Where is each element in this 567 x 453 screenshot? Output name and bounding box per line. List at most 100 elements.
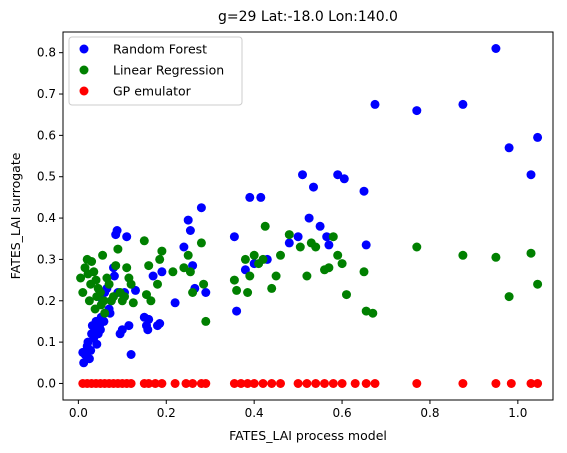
y-tick-label: 0.8 bbox=[37, 46, 56, 60]
point-series-1-62 bbox=[311, 242, 321, 252]
point-series-1-56 bbox=[271, 271, 281, 281]
point-series-1-48 bbox=[240, 254, 250, 264]
point-series-0-67 bbox=[333, 170, 343, 180]
point-series-2-24 bbox=[249, 379, 259, 388]
point-series-1-37 bbox=[157, 246, 167, 256]
point-series-1-35 bbox=[153, 279, 162, 289]
point-series-1-77 bbox=[533, 279, 543, 289]
point-series-0-59 bbox=[284, 238, 294, 248]
point-series-0-44 bbox=[170, 298, 180, 308]
point-series-0-43 bbox=[157, 267, 167, 277]
point-series-2-13 bbox=[144, 379, 154, 388]
point-series-1-46 bbox=[229, 275, 239, 285]
point-series-1-26 bbox=[120, 292, 129, 302]
x-tick-label: 0.8 bbox=[420, 406, 439, 420]
point-series-0-77 bbox=[533, 132, 543, 142]
point-series-1-22 bbox=[111, 261, 121, 271]
point-series-1-34 bbox=[146, 296, 156, 306]
point-series-0-6 bbox=[86, 345, 96, 355]
plot-frame bbox=[62, 31, 554, 401]
point-series-2-40 bbox=[506, 379, 516, 388]
point-series-1-41 bbox=[185, 267, 195, 277]
legend-marker-2 bbox=[79, 86, 89, 96]
point-series-2-39 bbox=[491, 379, 501, 388]
point-series-1-67 bbox=[337, 259, 347, 269]
point-series-0-70 bbox=[361, 240, 371, 250]
point-series-0-64 bbox=[315, 221, 325, 231]
point-series-0-66 bbox=[324, 240, 334, 250]
point-series-2-17 bbox=[181, 379, 191, 388]
point-series-1-59 bbox=[295, 242, 305, 252]
point-series-0-52 bbox=[229, 232, 239, 242]
point-series-1-31 bbox=[139, 236, 149, 246]
point-series-1-73 bbox=[458, 250, 468, 260]
point-series-1-43 bbox=[196, 238, 206, 248]
point-series-1-57 bbox=[276, 250, 285, 260]
point-series-0-47 bbox=[185, 226, 195, 235]
point-series-0-75 bbox=[504, 143, 514, 153]
point-series-1-68 bbox=[342, 290, 351, 300]
point-series-0-15 bbox=[95, 325, 105, 335]
point-series-0-32 bbox=[122, 232, 132, 242]
point-series-1-74 bbox=[491, 252, 501, 262]
point-series-1-38 bbox=[168, 267, 178, 277]
point-series-0-68 bbox=[339, 174, 349, 184]
point-series-2-22 bbox=[236, 379, 246, 388]
point-series-1-69 bbox=[359, 267, 369, 277]
point-series-1-30 bbox=[128, 298, 138, 308]
legend-box bbox=[68, 36, 243, 106]
point-series-1-42 bbox=[188, 288, 198, 297]
y-tick-label: 0.7 bbox=[37, 87, 56, 101]
point-series-1-13 bbox=[95, 288, 105, 297]
point-series-0-57 bbox=[256, 192, 266, 202]
point-series-1-64 bbox=[324, 263, 334, 273]
legend-marker-1 bbox=[79, 65, 89, 75]
point-series-1-49 bbox=[243, 288, 253, 297]
point-series-0-76 bbox=[526, 170, 536, 180]
point-series-2-37 bbox=[412, 379, 422, 388]
point-series-0-63 bbox=[309, 182, 318, 192]
point-series-2-18 bbox=[188, 379, 198, 388]
point-series-0-40 bbox=[148, 271, 158, 281]
point-series-0-50 bbox=[196, 203, 206, 213]
point-series-1-58 bbox=[284, 230, 294, 240]
point-series-0-34 bbox=[126, 350, 136, 359]
point-series-0-62 bbox=[304, 213, 314, 223]
x-tick-label: 0.0 bbox=[69, 406, 88, 420]
point-series-1-75 bbox=[504, 292, 514, 302]
point-series-0-18 bbox=[99, 316, 109, 326]
point-series-0-60 bbox=[293, 232, 303, 242]
point-series-0-30 bbox=[117, 325, 127, 335]
legend-label-2: GP emulator bbox=[113, 84, 192, 99]
y-tick-label: 0.0 bbox=[37, 376, 56, 390]
point-series-2-36 bbox=[370, 379, 380, 388]
point-series-1-45 bbox=[201, 316, 211, 326]
point-series-1-21 bbox=[109, 292, 118, 302]
point-series-1-15 bbox=[98, 250, 108, 260]
point-series-1-0 bbox=[76, 273, 86, 283]
point-series-1-5 bbox=[84, 296, 94, 306]
point-series-2-11 bbox=[126, 379, 136, 388]
point-series-0-12 bbox=[92, 339, 102, 349]
legend: Random Forest Linear Regression GP emulato… bbox=[68, 36, 243, 106]
point-series-2-30 bbox=[311, 379, 321, 388]
point-series-1-19 bbox=[104, 279, 114, 289]
point-series-2-41 bbox=[526, 379, 536, 388]
point-series-0-27 bbox=[112, 226, 122, 235]
legend-label-1: Linear Regression bbox=[113, 63, 224, 78]
y-tick-label: 0.6 bbox=[37, 128, 56, 142]
point-series-2-14 bbox=[150, 379, 160, 388]
point-series-0-45 bbox=[179, 242, 189, 252]
point-series-1-29 bbox=[126, 279, 136, 289]
y-tick-label: 0.5 bbox=[37, 170, 56, 184]
point-series-2-32 bbox=[328, 379, 338, 388]
y-tick-label: 0.4 bbox=[37, 211, 56, 225]
point-series-1-16 bbox=[99, 296, 109, 306]
point-series-0-53 bbox=[232, 306, 242, 316]
point-series-1-8 bbox=[89, 267, 99, 277]
point-series-1-17 bbox=[100, 308, 110, 318]
point-series-2-16 bbox=[170, 379, 180, 388]
point-series-0-73 bbox=[458, 99, 468, 109]
point-series-0-38 bbox=[143, 325, 153, 335]
